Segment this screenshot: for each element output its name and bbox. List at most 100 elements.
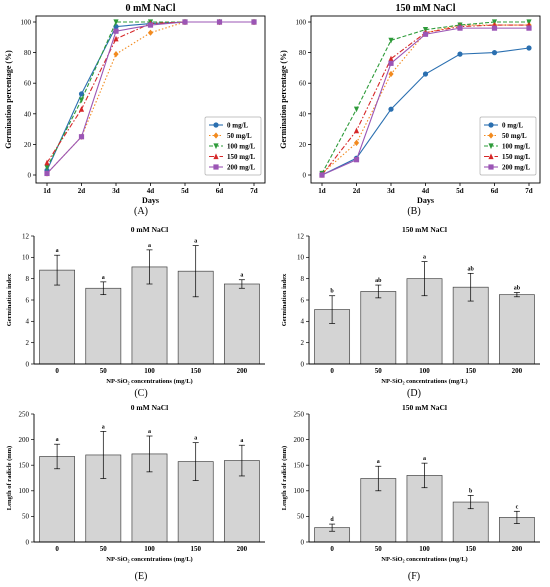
chart-b-x-tick-label: 6d — [491, 187, 499, 195]
chart-f-significance-letter: a — [377, 459, 380, 465]
chart-b-y-tick-label: 40 — [299, 110, 307, 118]
chart-f-radicle-length-150mm: 150 mM NaCl 0 50 100 150 200 250 d 0 a 50 a 100 b 150 c… — [275, 400, 550, 568]
chart-a-y-tick-label: 80 — [24, 49, 32, 57]
chart-b-data-point — [457, 51, 463, 57]
chart-a-data-point — [147, 22, 154, 28]
chart-b-series-4 — [319, 25, 532, 178]
chart-a-data-point — [44, 159, 50, 166]
chart-c-y-tick-label: 2 — [26, 339, 30, 347]
chart-e-y-axis-label: Length of radicle (mm) — [6, 446, 13, 510]
chart-b-x-axis-label: Days — [417, 196, 434, 205]
chart-d-x-axis-label: NP-SiO₂ concentrations (mg/L) — [381, 378, 467, 385]
chart-b-x-tick-label: 3d — [387, 187, 395, 195]
chart-b-data-point — [388, 70, 394, 78]
chart-d-significance-letter: ab — [468, 266, 475, 272]
chart-f-x-axis-label: NP-SiO₂ concentrations (mg/L) — [381, 556, 467, 563]
chart-a-title: 0 mM NaCl — [126, 3, 176, 14]
chart-a-data-point — [216, 19, 223, 25]
chart-a-legend-marker — [213, 132, 219, 139]
chart-b-legend-marker — [488, 143, 494, 150]
chart-c-title: 0 mM NaCl — [131, 225, 169, 234]
chart-b-data-point — [526, 45, 532, 51]
chart-a-legend-marker — [213, 153, 219, 160]
chart-a-legend-marker — [213, 143, 219, 150]
chart-e-bar-group-2: a — [131, 429, 168, 543]
chart-f-bar-group-0: d — [314, 517, 351, 543]
chart-d-svg: 150 mM NaCl 0 2 4 6 8 10 12 b 0 ab 50 a 100 ab 150 ab 200… — [281, 225, 540, 385]
chart-a-data-point — [78, 91, 85, 97]
chart-c-bar-group-4: a — [223, 273, 260, 365]
chart-b-legend-label: 0 mg/L — [502, 122, 524, 130]
chart-a-legend-label: 200 mg/L — [227, 164, 256, 172]
chart-a-y-axis-label: Germination percentage (%) — [4, 50, 13, 149]
chart-a-plot-frame — [35, 15, 266, 184]
chart-b-data-point — [526, 25, 532, 31]
chart-d-bar-group-3: ab — [452, 266, 489, 365]
panel-label-e: (E) — [134, 571, 148, 582]
panel-label-a: (A) — [134, 206, 148, 217]
chart-b-data-point — [353, 157, 360, 163]
chart-b-data-point — [491, 50, 498, 56]
chart-e-y-tick-label: 250 — [19, 410, 30, 418]
chart-c-x-tick-label: 100 — [144, 367, 155, 375]
chart-a-x-tick-label: 4d — [147, 187, 155, 195]
chart-b-legend-label: 150 mg/L — [502, 153, 531, 161]
chart-e-x-tick-label: 200 — [237, 545, 248, 553]
chart-a-legend: 0 mg/L 50 mg/L 100 mg/L 150 mg/L 200 mg/L — [204, 116, 262, 176]
chart-d-y-tick-label: 10 — [297, 254, 305, 262]
chart-d-bar-group-2: a — [406, 255, 443, 365]
chart-b-x-tick-label: 2d — [353, 187, 361, 195]
chart-a-svg: 0 mM NaCl 0 20 40 60 80 100 1d 2d 3d 4d 5d 6d 7d Days G… — [4, 3, 266, 205]
chart-d-bar-group-1: ab — [360, 278, 397, 365]
chart-d-significance-letter: ab — [375, 278, 382, 284]
chart-b-data-point — [422, 71, 429, 77]
chart-d-significance-letter: ab — [514, 286, 521, 292]
chart-c-x-tick-label: 50 — [100, 367, 108, 375]
chart-e-bar-group-3: a — [177, 436, 214, 543]
chart-b-y-tick-label: 0 — [303, 172, 307, 180]
chart-b-data-point — [353, 106, 360, 113]
chart-c-significance-letter: a — [240, 273, 243, 279]
chart-e-svg: 0 mM NaCl 0 50 100 150 200 250 a 0 a 50 a 100 a 150 a 20… — [6, 403, 265, 563]
chart-e-x-tick-label: 150 — [190, 545, 201, 553]
chart-a-data-point — [44, 164, 50, 171]
chart-a-data-point — [78, 134, 85, 140]
chart-b-data-point — [388, 37, 394, 44]
chart-b-legend-label: 100 mg/L — [502, 143, 531, 151]
chart-c-y-tick-label: 6 — [26, 296, 30, 304]
chart-a-legend-label: 0 mg/L — [227, 122, 249, 130]
chart-e-bar-group-0: a — [39, 437, 76, 543]
chart-d-x-tick-label: 50 — [375, 367, 383, 375]
panel-label-d: (D) — [407, 388, 421, 399]
chart-e-y-tick-label: 50 — [22, 513, 30, 521]
chart-d-y-axis-label: Germination index — [281, 273, 288, 326]
chart-a-y-tick-label: 20 — [24, 141, 32, 149]
chart-f-bar-group-2: a — [406, 456, 443, 543]
chart-b-data-point — [353, 127, 360, 134]
chart-b-y-tick-label: 80 — [299, 49, 307, 57]
chart-e-significance-letter: a — [56, 437, 59, 443]
chart-d-bar — [360, 291, 397, 365]
chart-e-bar-group-4: a — [223, 438, 260, 543]
chart-c-y-tick-label: 10 — [22, 254, 30, 262]
chart-f-bar-group-4: c — [498, 504, 535, 543]
chart-a-data-point — [78, 97, 85, 104]
chart-c-svg: 0 mM NaCl 0 2 4 6 8 10 12 a 0 a 50 a 100 a 150 a 200 NP-Si… — [6, 225, 265, 385]
chart-e-significance-letter: a — [102, 424, 105, 430]
chart-f-bar-group-3: b — [452, 488, 489, 543]
chart-b-y-tick-label: 100 — [296, 19, 307, 27]
chart-c-significance-letter: a — [56, 248, 59, 254]
chart-c-x-tick-label: 150 — [190, 367, 201, 375]
chart-f-y-tick-label: 50 — [297, 513, 305, 521]
chart-d-x-tick-label: 100 — [419, 367, 430, 375]
chart-f-x-tick-label: 200 — [512, 545, 523, 553]
chart-d-y-tick-label: 0 — [301, 360, 305, 368]
chart-b-data-point — [388, 106, 394, 112]
chart-b-x-tick-label: 5d — [456, 187, 464, 195]
chart-a-data-point — [44, 170, 50, 177]
chart-e-significance-letter: a — [240, 438, 243, 444]
chart-b-legend-box — [479, 116, 537, 176]
chart-b-legend-marker — [488, 153, 494, 160]
chart-c-significance-letter: a — [148, 243, 151, 249]
